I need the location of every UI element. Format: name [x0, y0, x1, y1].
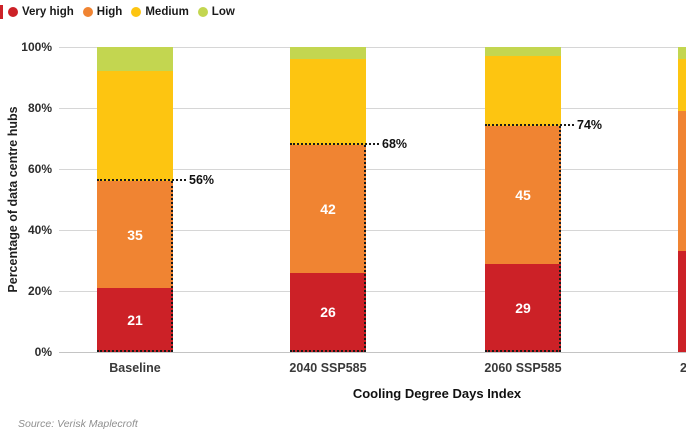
bar-value-label: 21 [127, 311, 143, 328]
legend-dot-icon [131, 7, 142, 17]
bar-segment-low [97, 47, 173, 72]
source-note: Source: Verisk Maplecroft [18, 418, 138, 430]
bar-value-label: 33 [678, 294, 686, 310]
y-tick-label: 40% [27, 223, 52, 237]
bar-segment-medium [678, 59, 686, 112]
bar-value-label: 35 [127, 226, 143, 243]
legend-item-low: Low [197, 6, 235, 18]
y-tick-label: 100% [21, 40, 52, 54]
bar-segment-very-high [97, 287, 173, 352]
gridline [59, 108, 686, 109]
gridline [59, 230, 686, 231]
annotation-right-edge-line [171, 181, 173, 352]
annotation-bottom-line [485, 350, 561, 352]
annotation-percent-label: 56% [189, 173, 215, 187]
bar-segment-low [290, 47, 366, 60]
y-tick-label: 80% [27, 101, 52, 115]
annotation-threshold-line [290, 143, 379, 145]
annotation-percent-label: 74% [577, 118, 603, 132]
gridline [59, 352, 686, 353]
bar-value-label: 46 [678, 173, 686, 189]
annotation-threshold-line [97, 179, 186, 181]
bar-segment-high [485, 126, 561, 264]
annotation-right-edge-line [364, 145, 366, 352]
bar-segment-low [485, 47, 561, 57]
bar-segment-medium [290, 59, 366, 145]
x-category-label: 2060 SSP585 [484, 361, 562, 375]
chart-legend: Very high High Medium Low [8, 6, 235, 18]
x-category-label: 2 [680, 361, 686, 375]
y-axis-title: Percentage of data centre hubs [6, 106, 20, 293]
bar-segment-high [678, 111, 686, 252]
y-tick-label: 20% [27, 284, 52, 298]
y-tick-label: 60% [27, 162, 52, 176]
x-axis-title: Cooling Degree Days Index [352, 386, 522, 401]
x-category-label: Baseline [109, 361, 161, 375]
legend-item-very-high: Very high [8, 6, 74, 18]
annotation-threshold-line [485, 124, 574, 126]
bar-segment-very-high [485, 263, 561, 352]
legend-label: High [96, 6, 123, 18]
bar-value-label: 45 [515, 186, 531, 203]
bar-value-label: 42 [320, 200, 336, 217]
annotation-bottom-line [97, 350, 173, 352]
bar-value-label: 26 [320, 304, 336, 321]
legend-dot-icon [197, 7, 208, 17]
bar-segment-medium [485, 56, 561, 127]
bar-segment-high [97, 181, 173, 288]
bar-segment-medium [97, 71, 173, 182]
annotation-bottom-line [290, 350, 366, 352]
bar-segment-low [678, 47, 686, 60]
legend-label: Very high [22, 6, 74, 18]
annotation-percent-label: 68% [382, 137, 408, 151]
legend-label: Low [211, 6, 235, 18]
gridline [59, 291, 686, 292]
bar-value-label: 29 [515, 299, 531, 316]
bar-segment-very-high [290, 272, 366, 352]
annotation-right-edge-line [559, 126, 561, 352]
bar-segment-high [290, 144, 366, 273]
gridline [59, 47, 686, 48]
legend-item-medium: Medium [131, 6, 189, 18]
legend-label: Medium [145, 6, 189, 18]
bar-segment-very-high [678, 251, 686, 352]
legend-item-high: High [82, 6, 123, 18]
legend-dot-icon [8, 7, 18, 17]
gridline [59, 169, 686, 170]
y-tick-label: 0% [34, 345, 52, 359]
legend-dot-icon [82, 7, 93, 17]
x-category-label: 2040 SSP585 [289, 361, 367, 375]
left-edge-artifact [0, 5, 3, 19]
